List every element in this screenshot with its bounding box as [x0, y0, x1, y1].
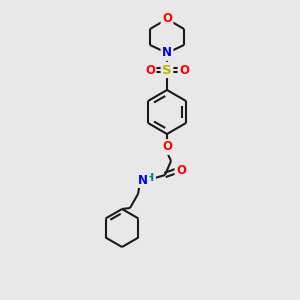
Text: O: O: [176, 164, 186, 176]
Text: O: O: [162, 13, 172, 26]
Text: N: N: [138, 173, 148, 187]
Text: O: O: [145, 64, 155, 76]
Text: N: N: [162, 46, 172, 59]
Text: H: H: [146, 173, 154, 183]
Text: O: O: [162, 140, 172, 154]
Text: S: S: [162, 64, 172, 76]
Text: O: O: [179, 64, 189, 76]
